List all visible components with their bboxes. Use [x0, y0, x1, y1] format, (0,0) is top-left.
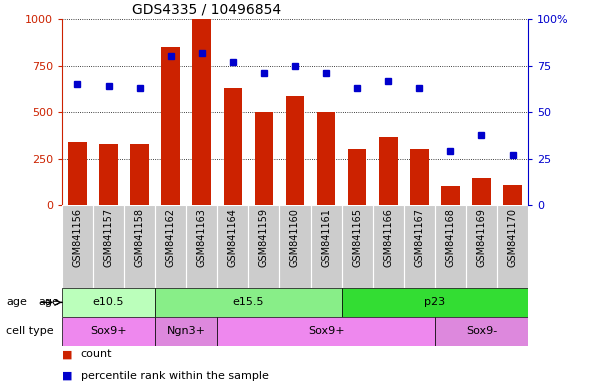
Bar	[99, 144, 118, 205]
Bar	[466, 205, 497, 288]
Text: age: age	[38, 297, 59, 308]
Bar	[186, 205, 217, 288]
Bar	[379, 137, 398, 205]
Text: GSM841162: GSM841162	[166, 208, 176, 267]
Bar	[310, 205, 342, 288]
Text: GSM841160: GSM841160	[290, 208, 300, 267]
Text: age: age	[6, 297, 27, 308]
Bar	[224, 88, 242, 205]
Text: Ngn3+: Ngn3+	[167, 326, 206, 336]
Text: GDS4335 / 10496854: GDS4335 / 10496854	[132, 3, 281, 17]
Bar	[217, 205, 248, 288]
Text: Sox9+: Sox9+	[308, 326, 345, 336]
Bar	[162, 47, 180, 205]
Bar	[93, 205, 124, 288]
Text: e15.5: e15.5	[232, 297, 264, 308]
Bar	[441, 186, 460, 205]
Bar	[62, 205, 93, 288]
Text: p23: p23	[424, 297, 445, 308]
Text: percentile rank within the sample: percentile rank within the sample	[81, 371, 268, 381]
Text: GSM841158: GSM841158	[135, 208, 145, 267]
Text: ■: ■	[62, 349, 73, 359]
Bar	[280, 205, 310, 288]
Text: GSM841164: GSM841164	[228, 208, 238, 267]
Bar	[62, 317, 155, 346]
Bar	[348, 149, 366, 205]
Text: GSM841159: GSM841159	[259, 208, 269, 267]
Bar	[472, 179, 491, 205]
Bar	[410, 149, 428, 205]
Bar	[435, 205, 466, 288]
Text: GSM841168: GSM841168	[445, 208, 455, 267]
Bar	[342, 205, 373, 288]
Text: GSM841156: GSM841156	[73, 208, 83, 267]
Bar	[342, 288, 528, 317]
Text: e10.5: e10.5	[93, 297, 124, 308]
Text: Sox9-: Sox9-	[466, 326, 497, 336]
Bar	[255, 113, 273, 205]
Bar	[130, 144, 149, 205]
Bar	[62, 288, 155, 317]
Bar	[286, 96, 304, 205]
Text: GSM841165: GSM841165	[352, 208, 362, 267]
Text: GSM841157: GSM841157	[104, 208, 113, 267]
Bar	[435, 317, 528, 346]
Text: GSM841167: GSM841167	[414, 208, 424, 267]
Text: count: count	[81, 349, 112, 359]
Bar	[68, 142, 87, 205]
Bar	[192, 19, 211, 205]
Text: GSM841161: GSM841161	[321, 208, 331, 267]
Bar	[503, 185, 522, 205]
Bar	[317, 113, 335, 205]
Bar	[155, 317, 217, 346]
Text: Sox9+: Sox9+	[90, 326, 127, 336]
Text: GSM841170: GSM841170	[507, 208, 517, 267]
Bar	[248, 205, 280, 288]
Text: cell type: cell type	[6, 326, 54, 336]
Bar	[497, 205, 528, 288]
Bar	[373, 205, 404, 288]
Bar	[124, 205, 155, 288]
Bar	[404, 205, 435, 288]
Bar	[155, 205, 186, 288]
Text: GSM841166: GSM841166	[384, 208, 393, 267]
Bar	[217, 317, 435, 346]
Text: GSM841163: GSM841163	[197, 208, 206, 267]
Text: ■: ■	[62, 371, 73, 381]
Bar	[155, 288, 342, 317]
Text: GSM841169: GSM841169	[477, 208, 486, 267]
